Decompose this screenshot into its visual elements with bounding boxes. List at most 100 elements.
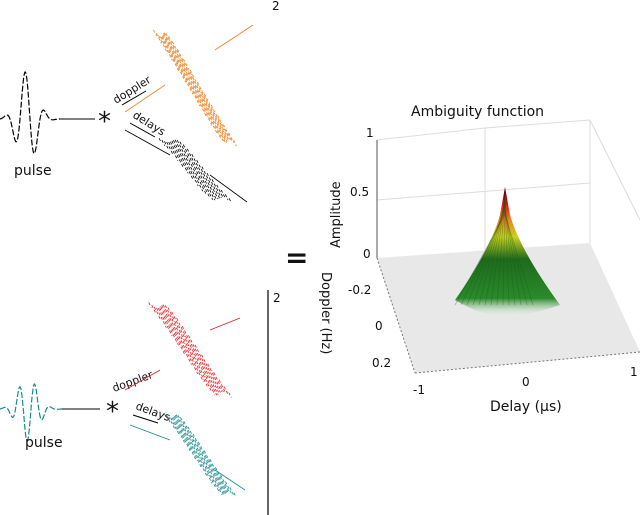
surface-trace bbox=[175, 414, 208, 477]
pulse-waveform bbox=[0, 71, 60, 155]
convolution-operator: * bbox=[98, 107, 111, 137]
surface-trace bbox=[214, 24, 254, 51]
pulse-label: pulse bbox=[25, 435, 63, 451]
y-axis bbox=[376, 257, 416, 374]
surface-trace bbox=[182, 144, 211, 199]
z-tick: 0.5 bbox=[350, 185, 369, 199]
delays-label: delays bbox=[134, 400, 172, 425]
surface-trace bbox=[186, 148, 214, 200]
surface-ridge bbox=[460, 211, 506, 306]
doppler-shifted-surface bbox=[124, 302, 241, 398]
surface-trace bbox=[163, 412, 167, 418]
surface-ridge bbox=[472, 205, 506, 306]
surface-trace bbox=[210, 104, 229, 140]
surface-trace bbox=[153, 29, 157, 37]
doppler-label: doppler bbox=[111, 368, 155, 395]
y-tick: -0.2 bbox=[348, 283, 371, 297]
surface-trace bbox=[162, 34, 194, 95]
surface-trace bbox=[183, 58, 227, 144]
surface-trace bbox=[163, 32, 207, 118]
delayed-surface bbox=[124, 129, 248, 203]
surface-trace bbox=[218, 379, 227, 394]
surface-trace bbox=[213, 372, 224, 393]
side-wall-edge bbox=[589, 119, 640, 221]
surface-trace bbox=[223, 124, 232, 141]
surface-trace bbox=[228, 392, 232, 398]
y-axis-label: Doppler (Hz) bbox=[318, 272, 333, 354]
surface-trace bbox=[174, 139, 199, 187]
delayed-surface bbox=[129, 412, 246, 498]
surface-trace bbox=[161, 305, 192, 365]
surface-trace bbox=[160, 36, 173, 61]
surface-trace bbox=[160, 306, 186, 356]
surface-ridge bbox=[504, 208, 522, 306]
peak-ridges bbox=[454, 196, 534, 306]
surface-trace bbox=[214, 469, 246, 491]
surface-trace bbox=[192, 433, 225, 496]
surface-trace bbox=[201, 354, 221, 393]
surface-trace bbox=[166, 414, 171, 423]
surface-trace bbox=[191, 153, 216, 201]
surface-trace bbox=[167, 307, 209, 389]
surface-trace bbox=[176, 317, 216, 395]
surface-trace bbox=[201, 166, 219, 200]
surface-trace bbox=[209, 317, 241, 331]
surface-trace bbox=[171, 311, 213, 393]
ambiguity-chart: Ambiguity function 1 0.5 0 Amplitude -0.… bbox=[318, 104, 640, 415]
surface-ridge bbox=[454, 214, 506, 306]
surface-trace bbox=[173, 139, 194, 181]
chart-title: Ambiguity function bbox=[411, 104, 544, 120]
surface-trace bbox=[170, 141, 184, 168]
surface-trace bbox=[148, 302, 152, 308]
surface-trace bbox=[153, 306, 162, 321]
surface-ridge bbox=[502, 199, 506, 306]
surface-trace bbox=[162, 35, 186, 83]
surface-trace bbox=[225, 481, 232, 494]
surface-trace bbox=[181, 325, 218, 396]
surface-trace bbox=[158, 35, 167, 52]
surface-ridge bbox=[504, 205, 516, 306]
z-tick: 0 bbox=[363, 247, 371, 261]
surface-trace bbox=[196, 159, 217, 201]
equals-sign: = bbox=[285, 241, 308, 274]
x-axis bbox=[414, 351, 640, 374]
surface-trace bbox=[171, 41, 222, 140]
surface-trace bbox=[177, 415, 213, 484]
surface-trace bbox=[161, 36, 180, 72]
surface-trace bbox=[209, 174, 248, 203]
surface-trace bbox=[188, 335, 219, 395]
surface-trace bbox=[194, 344, 220, 394]
surface-trace bbox=[155, 32, 162, 44]
y-tick: 0 bbox=[375, 319, 383, 333]
surface-trace bbox=[164, 305, 204, 383]
surface-trace bbox=[176, 140, 204, 192]
surface-trace bbox=[187, 426, 223, 495]
surface-trace bbox=[165, 33, 214, 128]
back-wall bbox=[376, 119, 591, 258]
surface-trace bbox=[189, 69, 227, 143]
surface-trace bbox=[166, 141, 174, 156]
surface-ridge bbox=[466, 208, 506, 306]
surface-trace bbox=[220, 474, 230, 493]
pulse-waveform bbox=[0, 383, 62, 442]
surface-trace bbox=[228, 198, 232, 202]
surface-trace bbox=[233, 492, 237, 498]
surface-trace bbox=[196, 81, 228, 142]
x-tick: 1 bbox=[630, 365, 638, 379]
convolution-operator: * bbox=[106, 397, 119, 427]
surface-trace bbox=[174, 415, 202, 469]
surface-trace bbox=[161, 139, 166, 146]
surface-trace bbox=[204, 93, 228, 141]
doppler-shifted-surface bbox=[124, 24, 254, 147]
surface-trace bbox=[209, 458, 228, 493]
surface-ridge bbox=[504, 202, 510, 306]
surface-trace bbox=[203, 450, 227, 494]
surface-trace bbox=[233, 139, 237, 147]
surface-trace bbox=[168, 36, 219, 135]
surface-trace bbox=[168, 416, 175, 429]
z-tick: 1 bbox=[366, 126, 374, 140]
surface-trace bbox=[206, 172, 220, 199]
surface-trace bbox=[183, 420, 220, 493]
surface-ridge bbox=[484, 199, 506, 306]
